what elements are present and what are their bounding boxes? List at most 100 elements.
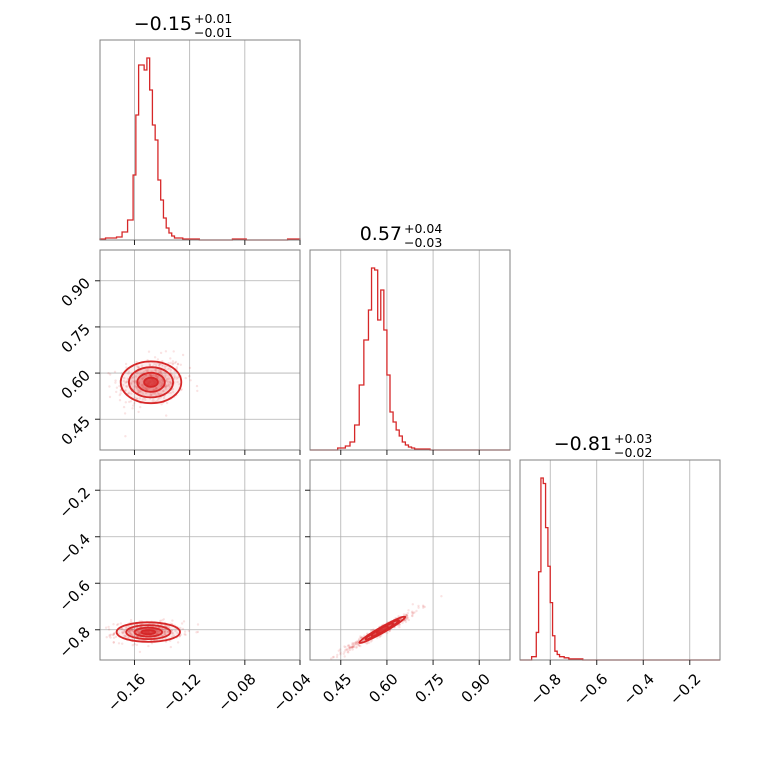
sample-point bbox=[343, 650, 346, 653]
sample-point bbox=[366, 642, 369, 645]
sample-point bbox=[404, 620, 408, 624]
sample-point bbox=[131, 380, 134, 383]
sample-point bbox=[138, 631, 141, 635]
sample-point bbox=[153, 392, 157, 395]
sample-point bbox=[136, 366, 140, 369]
sample-point bbox=[154, 374, 157, 378]
sample-point bbox=[125, 380, 128, 383]
sample-point bbox=[351, 648, 354, 651]
histogram-2 bbox=[520, 477, 720, 661]
sample-point bbox=[150, 374, 153, 377]
sample-point bbox=[351, 646, 354, 649]
scatter-panel-0-2 bbox=[104, 618, 200, 654]
sample-point bbox=[153, 369, 157, 372]
sample-point bbox=[108, 633, 111, 637]
sample-point bbox=[127, 630, 131, 633]
sample-point bbox=[355, 640, 358, 643]
sample-point bbox=[331, 656, 335, 659]
sample-point bbox=[146, 368, 149, 371]
sample-point bbox=[139, 405, 142, 409]
histogram-1 bbox=[310, 267, 510, 451]
sample-point bbox=[171, 619, 174, 622]
sample-point bbox=[140, 364, 144, 367]
sample-point bbox=[344, 648, 347, 652]
sample-point bbox=[169, 382, 173, 385]
sample-point bbox=[348, 646, 351, 649]
sample-point bbox=[135, 386, 138, 389]
sample-point bbox=[137, 631, 140, 634]
sample-point bbox=[176, 363, 180, 366]
x-tick-label-0-2: −0.08 bbox=[214, 670, 259, 715]
sample-point bbox=[157, 392, 161, 396]
sample-point bbox=[169, 645, 172, 649]
sample-point bbox=[160, 385, 163, 388]
sample-point bbox=[123, 376, 126, 380]
sample-point bbox=[128, 630, 131, 633]
sample-point bbox=[124, 634, 127, 637]
sample-point bbox=[345, 648, 348, 652]
sample-point bbox=[157, 375, 160, 378]
sample-point bbox=[127, 392, 130, 395]
sample-point bbox=[147, 350, 151, 353]
sample-point bbox=[343, 655, 346, 658]
sample-point bbox=[164, 350, 168, 353]
panel-frame-2-2 bbox=[519, 459, 721, 661]
sample-point bbox=[158, 364, 161, 367]
sample-point bbox=[133, 643, 136, 646]
sample-point bbox=[411, 614, 414, 618]
y-tick-label-2-2: −0.4 bbox=[56, 530, 94, 568]
sample-point bbox=[174, 375, 177, 379]
sample-point bbox=[117, 642, 121, 645]
sample-point bbox=[171, 390, 175, 394]
sample-point bbox=[123, 412, 127, 415]
sample-point bbox=[411, 614, 414, 617]
sample-point bbox=[154, 387, 158, 390]
panel-frame-0-0 bbox=[99, 39, 301, 241]
sample-point bbox=[357, 644, 361, 647]
sample-point bbox=[178, 383, 181, 386]
sample-point bbox=[140, 383, 144, 386]
sample-point bbox=[405, 618, 409, 621]
sample-point bbox=[136, 397, 139, 401]
axes-layer bbox=[95, 39, 721, 665]
sample-point bbox=[354, 641, 358, 644]
sample-point bbox=[158, 370, 161, 374]
sample-point bbox=[108, 395, 112, 399]
sample-point bbox=[114, 635, 118, 638]
sample-point bbox=[158, 364, 161, 367]
sample-point bbox=[330, 657, 333, 660]
sample-point bbox=[127, 372, 130, 375]
sample-point bbox=[367, 641, 371, 644]
sample-point bbox=[184, 376, 187, 380]
sample-point bbox=[124, 401, 128, 404]
sample-point bbox=[142, 386, 145, 389]
sample-point bbox=[369, 640, 373, 643]
sample-point bbox=[137, 388, 140, 391]
sample-point bbox=[157, 398, 160, 401]
sample-point bbox=[135, 387, 139, 390]
sample-point bbox=[152, 392, 155, 395]
sample-point bbox=[350, 646, 353, 649]
sample-point bbox=[164, 385, 167, 389]
sample-point bbox=[411, 603, 414, 606]
sample-point bbox=[165, 384, 168, 388]
sample-point bbox=[107, 628, 111, 631]
sample-point bbox=[163, 631, 166, 634]
sample-point bbox=[136, 372, 139, 375]
sample-point bbox=[118, 384, 121, 388]
sample-point bbox=[119, 389, 123, 392]
sample-point bbox=[161, 365, 164, 368]
sample-point bbox=[148, 363, 152, 366]
sample-point bbox=[369, 629, 373, 632]
sample-point bbox=[353, 641, 356, 645]
sample-point bbox=[349, 646, 352, 649]
param-title-2-minus: −0.02 bbox=[614, 445, 652, 460]
sample-point bbox=[171, 632, 175, 635]
sample-point bbox=[144, 398, 147, 401]
panel-frame-0-2 bbox=[99, 459, 301, 661]
sample-point bbox=[423, 605, 426, 609]
param-title-1-value: 0.57 bbox=[360, 223, 402, 245]
sample-point bbox=[164, 387, 167, 390]
sample-point bbox=[422, 606, 425, 609]
sample-point bbox=[406, 612, 409, 615]
